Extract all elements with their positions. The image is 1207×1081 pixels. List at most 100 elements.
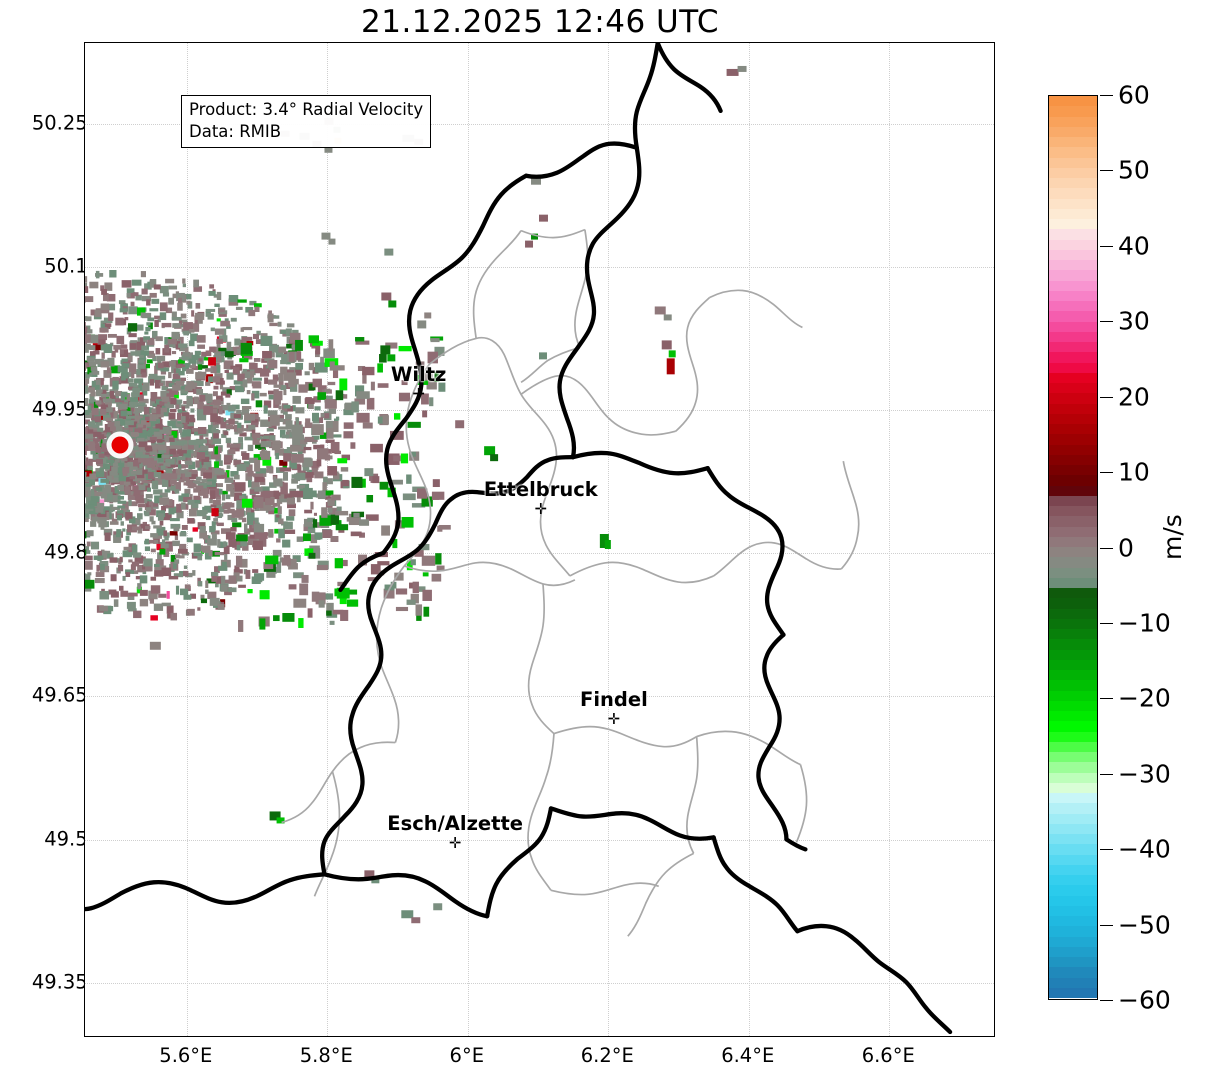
x-axis-tick-label: 6.2°E [580,1044,634,1067]
colorbar-segment [1049,608,1097,619]
colorbar-segment [1049,741,1097,752]
colorbar-segment [1049,342,1097,353]
colorbar-segment [1049,721,1097,732]
colorbar-segment [1049,875,1097,886]
colorbar-segment [1049,311,1097,322]
colorbar-segment [1049,126,1097,137]
colorbar-segment [1049,936,1097,947]
info-product-line: Product: 3.4° Radial Velocity [189,100,424,119]
x-axis-tick-label: 6.4°E [721,1044,775,1067]
colorbar-segment [1049,137,1097,148]
colorbar-segment [1049,813,1097,824]
city-name: Ettelbruck [483,477,598,501]
colorbar-segment [1049,844,1097,855]
colorbar-segment [1049,526,1097,537]
gridline-vertical [467,43,469,1036]
gridline-horizontal [85,410,994,412]
colorbar-segment [1049,690,1097,701]
colorbar-segment [1049,383,1097,394]
radar-map-plot[interactable]: Wiltz ✛ Ettelbruck ✛ Findel ✛ Esch/Alzette ✛ Pr… [84,42,995,1037]
page-title: 21.12.2025 12:46 UTC [361,4,719,40]
colorbar-segment [1049,823,1097,834]
colorbar-segment [1049,577,1097,588]
city-label-esch-alzette: Esch/Alzette ✛ [387,812,524,853]
colorbar-segment [1049,301,1097,312]
colorbar-segment [1049,987,1097,998]
colorbar-segment [1049,106,1097,117]
colorbar-segment [1049,167,1097,178]
colorbar-segment [1049,618,1097,629]
colorbar-segment [1049,229,1097,240]
colorbar-segment [1049,444,1097,455]
colorbar-segment [1049,239,1097,250]
colorbar-segment [1049,957,1097,968]
colorbar-tick-label: −50 [1118,910,1171,940]
city-label-findel: Findel ✛ [580,688,648,729]
colorbar-tick-mark [1100,698,1113,700]
colorbar-segment [1049,454,1097,465]
colorbar-tick-mark [1100,622,1113,624]
cantonal-boundaries [281,228,860,937]
gridline-vertical [327,43,329,1036]
colorbar-segment [1049,506,1097,517]
colorbar-tick-label: −10 [1118,608,1171,638]
colorbar-segment [1049,731,1097,742]
colorbar-tick-label: −60 [1118,985,1171,1015]
colorbar-segment [1049,413,1097,424]
city-label-wiltz: Wiltz ✛ [390,363,447,402]
colorbar-segment [1049,516,1097,527]
colorbar-tick-label: 40 [1118,231,1150,261]
colorbar-segment [1049,352,1097,363]
colorbar-tick-label: −40 [1118,834,1171,864]
colorbar-segment [1049,834,1097,845]
colorbar-tick-label: 30 [1118,306,1150,336]
colorbar-segment [1049,372,1097,383]
colorbar-segment [1049,629,1097,640]
national-border [85,43,953,1035]
colorbar-segment [1049,403,1097,414]
colorbar-tick-mark [1100,849,1113,851]
colorbar-segment [1049,649,1097,660]
colorbar-segment [1049,362,1097,373]
x-axis-tick-label: 6.6°E [861,1044,915,1067]
gridline-horizontal [85,553,994,555]
colorbar-segment [1049,782,1097,793]
colorbar-tick-mark [1100,396,1113,398]
colorbar-segment [1049,588,1097,599]
colorbar-segment [1049,567,1097,578]
colorbar-segment [1049,393,1097,404]
colorbar-tick-mark [1100,773,1113,775]
colorbar-segment [1049,321,1097,332]
city-marker-cross-icon: ✛ [448,834,462,853]
gridline-vertical [889,43,891,1036]
colorbar-tick-label: −20 [1118,683,1171,713]
colorbar-tick-mark [1100,95,1113,96]
city-name: Esch/Alzette [387,812,524,836]
colorbar-segment [1049,260,1097,271]
colorbar-segment [1049,905,1097,916]
gridline-vertical [748,43,750,1036]
colorbar-segment [1049,977,1097,988]
colorbar-segment [1049,946,1097,957]
colorbar-segment [1049,219,1097,230]
colorbar-segment [1049,793,1097,804]
city-name: Wiltz [390,363,447,387]
radar-site-marker[interactable] [111,436,129,454]
colorbar-segment [1049,270,1097,281]
city-label-ettelbruck: Ettelbruck ✛ [483,477,598,517]
colorbar-segment [1049,424,1097,435]
colorbar-tick-label: 0 [1118,533,1134,562]
colorbar-segment [1049,659,1097,670]
colorbar-segment [1049,198,1097,209]
colorbar[interactable] [1048,95,1098,1000]
colorbar-segment [1049,854,1097,865]
map-geometry [85,43,953,1035]
colorbar-segment [1049,598,1097,609]
colorbar-tick-mark [1100,472,1113,474]
x-axis-tick-label: 5.6°E [159,1044,213,1067]
gridline-horizontal [85,982,994,984]
gridline-horizontal [85,124,994,126]
x-axis-tick-label: 5.8°E [299,1044,353,1067]
city-marker-cross-icon: ✛ [607,710,621,729]
colorbar-segment [1049,926,1097,937]
